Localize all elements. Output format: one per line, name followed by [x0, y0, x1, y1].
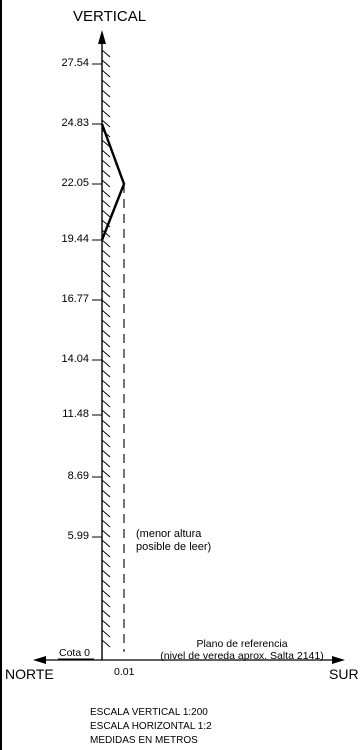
- hatch-stroke: [101, 589, 111, 598]
- tick-label: 14.04: [61, 353, 89, 365]
- hatch-stroke: [101, 459, 111, 468]
- hatch-stroke: [101, 369, 111, 378]
- hatch-stroke: [101, 319, 111, 328]
- hatch-stroke: [101, 149, 111, 158]
- hatch-stroke: [101, 629, 111, 638]
- hatch-stroke: [101, 479, 111, 488]
- scale-vertical: ESCALA VERTICAL 1:200: [90, 707, 208, 718]
- hatch-stroke: [101, 519, 111, 528]
- baseline-arrow-right: [332, 656, 345, 664]
- hatch-stroke: [101, 239, 111, 248]
- hatch-stroke: [101, 59, 111, 68]
- hatch-stroke: [101, 199, 111, 208]
- hatch-stroke: [101, 299, 111, 308]
- hatch-stroke: [101, 539, 111, 548]
- note-line-2: posible de leer): [136, 541, 212, 553]
- hatch-stroke: [101, 389, 111, 398]
- hatch-stroke: [101, 289, 111, 298]
- hatch-stroke: [101, 569, 111, 578]
- hatch-stroke: [101, 469, 111, 478]
- hatch-stroke: [101, 529, 111, 538]
- hatch-stroke: [101, 359, 111, 368]
- tick-label: 19.44: [61, 233, 89, 245]
- north-label: NORTE: [5, 666, 54, 682]
- hatch-stroke: [101, 639, 111, 648]
- hatch-stroke: [101, 599, 111, 608]
- hatch-stroke: [101, 409, 111, 418]
- hatch-stroke: [101, 269, 111, 278]
- hatch-stroke: [101, 579, 111, 588]
- hatch-stroke: [101, 419, 111, 428]
- reference-line-2: (nivel de vereda aprox. Salta 2141): [160, 650, 324, 662]
- tick-label: 8.69: [67, 470, 89, 482]
- hatch-stroke: [101, 399, 111, 408]
- hatch-stroke: [101, 619, 111, 628]
- hatch-stroke: [101, 159, 111, 168]
- note-line-1: (menor altura: [136, 528, 202, 540]
- hatch-stroke: [101, 79, 111, 88]
- hatch-stroke: [101, 89, 111, 98]
- hatch-stroke: [101, 439, 111, 448]
- reference-line-1: Plano de referencia: [196, 638, 288, 650]
- hatch-stroke: [101, 559, 111, 568]
- hatch-stroke: [101, 489, 111, 498]
- hatch-stroke: [101, 499, 111, 508]
- hatch-stroke: [101, 69, 111, 78]
- tick-label: 22.05: [61, 177, 89, 189]
- hatch-stroke: [101, 309, 111, 318]
- scale-horizontal: ESCALA HORIZONTAL 1:2: [90, 721, 212, 732]
- tick-label: 16.77: [61, 293, 89, 305]
- south-label: SUR: [329, 666, 359, 682]
- tick-label: 5.99: [67, 530, 89, 542]
- hatch-stroke: [101, 329, 111, 338]
- hatch-stroke: [101, 429, 111, 438]
- hatch-stroke: [101, 189, 111, 198]
- hatch-stroke: [101, 279, 111, 288]
- vertical-title: VERTICAL: [73, 8, 147, 25]
- hatch-stroke: [101, 449, 111, 458]
- hatch-stroke: [101, 349, 111, 358]
- tick-label: 11.48: [62, 408, 89, 420]
- hatch-stroke: [101, 119, 111, 128]
- axis-hatching: [101, 49, 111, 648]
- hatch-stroke: [101, 109, 111, 118]
- offset-label: 0.01: [114, 666, 135, 678]
- hatch-stroke: [101, 209, 111, 218]
- hatch-stroke: [101, 139, 111, 148]
- tick-marks: [92, 63, 102, 538]
- hatch-stroke: [101, 179, 111, 188]
- hatch-stroke: [101, 49, 111, 58]
- lowest-height-note: (menor altura posible de leer): [136, 528, 211, 554]
- hatch-stroke: [101, 509, 111, 518]
- hatch-stroke: [101, 169, 111, 178]
- tick-label: 24.83: [61, 117, 89, 129]
- hatch-stroke: [101, 249, 111, 258]
- vertical-axis-arrowhead: [98, 30, 106, 44]
- hatch-stroke: [101, 339, 111, 348]
- cota-zero-label: Cota 0: [59, 647, 90, 659]
- reference-plane-label: Plano de referencia (nivel de vereda apr…: [142, 638, 342, 662]
- hatch-stroke: [101, 259, 111, 268]
- scale-notes: ESCALA VERTICAL 1:200 ESCALA HORIZONTAL …: [90, 706, 212, 748]
- hatch-stroke: [101, 379, 111, 388]
- hatch-stroke: [101, 229, 111, 238]
- hatch-stroke: [101, 549, 111, 558]
- hatch-stroke: [101, 99, 111, 108]
- tick-label: 27.54: [61, 57, 89, 69]
- hatch-stroke: [101, 609, 111, 618]
- baseline-arrow-left: [33, 656, 46, 664]
- units-note: MEDIDAS EN METROS: [90, 735, 198, 746]
